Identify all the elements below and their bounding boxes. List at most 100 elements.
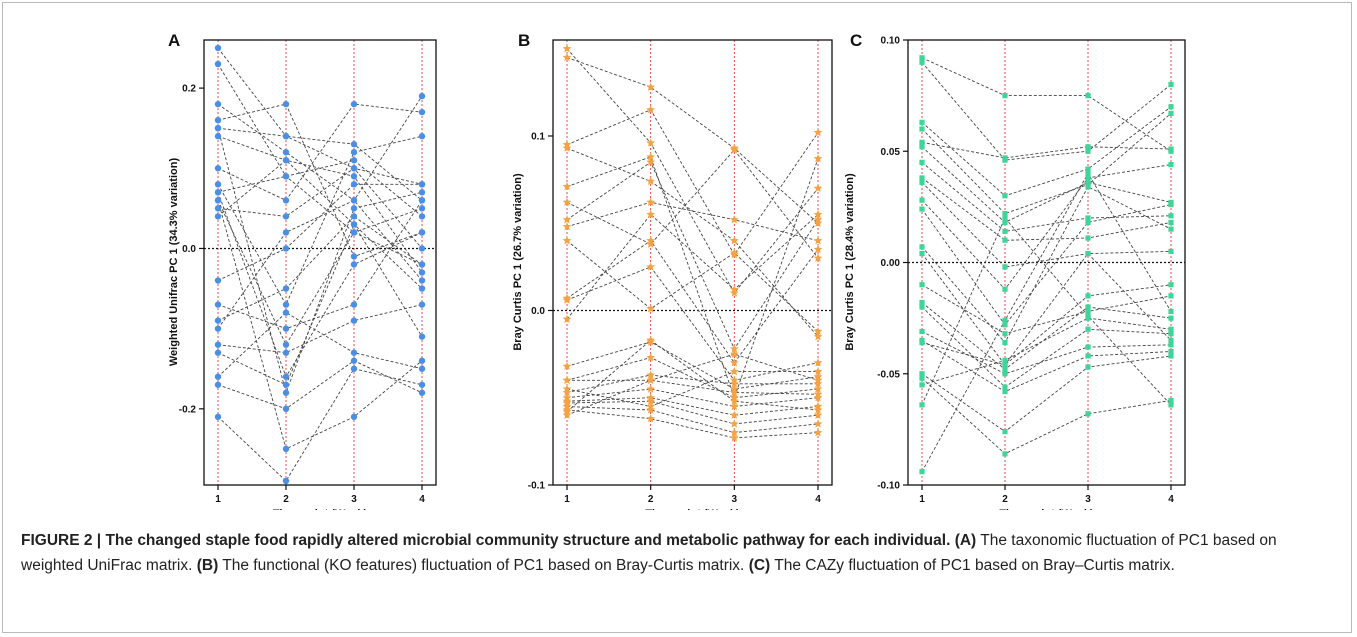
data-point-s9-x2 bbox=[1002, 264, 1008, 270]
series-line-7 bbox=[566, 161, 819, 350]
series-line-20 bbox=[217, 368, 423, 482]
series-line-23 bbox=[566, 339, 819, 413]
data-point-s8-x1 bbox=[562, 222, 572, 231]
data-point-s15-x4 bbox=[418, 261, 426, 268]
data-point-s5-x1 bbox=[562, 181, 572, 191]
series-line-21 bbox=[567, 379, 819, 395]
data-point-s15-x4 bbox=[813, 379, 823, 388]
series-line-14 bbox=[217, 200, 423, 330]
x-axis-label: Time point (Week) bbox=[273, 508, 368, 510]
data-point-s24-x2 bbox=[1002, 362, 1008, 368]
data-point-s21-x3 bbox=[350, 413, 358, 421]
data-point-s13-x3 bbox=[350, 181, 358, 188]
data-point-s18-x3 bbox=[729, 419, 739, 428]
y-tick-label-3: -0.2 bbox=[179, 404, 197, 415]
data-point-s24-x1 bbox=[562, 410, 572, 419]
data-point-s8-x4 bbox=[1168, 219, 1174, 226]
data-point-s10-x4 bbox=[1168, 162, 1174, 168]
data-point-s7-x3 bbox=[350, 100, 358, 108]
data-point-s20-x3 bbox=[1085, 411, 1091, 417]
data-point-s17-x2 bbox=[282, 381, 290, 388]
x-tick-label-4: 4 bbox=[1168, 494, 1174, 505]
data-point-s18-x4 bbox=[813, 410, 823, 419]
y-axis-label: Weighted Unifrac PC 1 (34.3% variation) bbox=[168, 158, 180, 367]
series-line-12 bbox=[566, 213, 819, 320]
data-point-s9-x4 bbox=[1168, 248, 1174, 254]
data-point-s6-x1 bbox=[919, 144, 925, 150]
data-point-s22-x2 bbox=[646, 401, 656, 411]
series-line-5 bbox=[921, 141, 1172, 159]
data-point-s11-x1 bbox=[919, 206, 925, 212]
series-line-6 bbox=[921, 146, 1172, 223]
data-point-s15-x2 bbox=[282, 285, 290, 292]
data-point-s2-x4 bbox=[813, 218, 823, 227]
caption-part-a-text: The taxonomic fluctuation of PC1 based o… bbox=[21, 532, 1277, 574]
data-point-s6-x4 bbox=[418, 269, 426, 276]
data-point-s1-x4 bbox=[813, 183, 823, 193]
data-point-s10-x4 bbox=[813, 244, 823, 254]
data-point-s16-x3 bbox=[350, 317, 358, 324]
data-point-s15-x3 bbox=[729, 379, 739, 388]
data-point-s9-x2 bbox=[282, 173, 290, 180]
data-point-s8-x2 bbox=[646, 197, 656, 207]
data-point-s17-x4 bbox=[418, 333, 426, 340]
series-line-6 bbox=[217, 135, 423, 273]
data-point-s21-x2 bbox=[1002, 357, 1008, 363]
data-point-s20-x3 bbox=[729, 433, 739, 442]
data-point-s5-x1 bbox=[919, 139, 925, 145]
series-line-8 bbox=[217, 135, 423, 306]
data-point-s21-x1 bbox=[919, 382, 925, 388]
data-point-s4-x2 bbox=[1002, 210, 1008, 217]
series-line-24 bbox=[921, 252, 1172, 366]
data-point-s20-x1 bbox=[214, 413, 222, 421]
data-point-s6-x2 bbox=[646, 239, 656, 248]
series-line-22 bbox=[921, 217, 1172, 406]
data-point-s22-x1 bbox=[919, 402, 925, 408]
data-point-s23-x1 bbox=[919, 469, 925, 475]
data-point-s4-x4 bbox=[1168, 110, 1174, 117]
series-line-10 bbox=[217, 200, 423, 346]
series-line-16 bbox=[921, 306, 1172, 388]
data-point-s9-x1 bbox=[562, 236, 572, 245]
data-point-s16-x2 bbox=[282, 349, 290, 356]
data-point-s24-x4 bbox=[813, 375, 823, 385]
data-point-s17-x2 bbox=[1002, 371, 1008, 377]
data-point-s2-x3 bbox=[1085, 148, 1091, 154]
series-line-18 bbox=[217, 312, 423, 378]
series-line-5 bbox=[566, 156, 819, 400]
x-tick-label-3: 3 bbox=[1085, 494, 1091, 505]
series-line-15 bbox=[566, 374, 818, 393]
data-point-s3-x4 bbox=[1168, 104, 1174, 110]
series-line-12 bbox=[921, 186, 1172, 344]
caption-part-a-label: (A) bbox=[954, 532, 977, 549]
chart-panel-c: 0.10 0.05 0.00 -0.05 -0.10 1 2 3 4 Time point (We… bbox=[844, 31, 1186, 510]
data-point-s7-x2 bbox=[1002, 228, 1008, 234]
x-tick-label-3: 3 bbox=[732, 494, 738, 505]
data-point-s13-x1 bbox=[919, 251, 925, 257]
data-point-s15-x3 bbox=[350, 213, 358, 220]
data-point-s15-x2 bbox=[646, 370, 656, 379]
data-point-s23-x4 bbox=[418, 277, 426, 284]
data-point-s22-x2 bbox=[1002, 215, 1008, 221]
data-point-s5-x2 bbox=[646, 152, 656, 161]
data-point-s21-x4 bbox=[813, 389, 823, 398]
data-point-s23-x3 bbox=[1085, 170, 1091, 177]
data-point-s7-x4 bbox=[1168, 213, 1174, 219]
data-point-s17-x3 bbox=[729, 410, 739, 419]
data-point-s9-x4 bbox=[813, 326, 823, 336]
data-point-s12-x1 bbox=[919, 244, 925, 250]
data-point-s2-x1 bbox=[214, 60, 222, 68]
data-point-s8-x1 bbox=[214, 181, 222, 188]
series-line-24 bbox=[217, 128, 423, 395]
data-point-s16-x2 bbox=[1002, 384, 1008, 390]
data-point-s19-x3 bbox=[350, 357, 358, 364]
series-line-7 bbox=[217, 103, 423, 201]
data-point-s24-x4 bbox=[1168, 337, 1174, 343]
series-line-3 bbox=[217, 95, 423, 202]
series-line-2 bbox=[566, 57, 819, 224]
data-point-s8-x3 bbox=[729, 215, 739, 224]
data-point-s15-x1 bbox=[919, 299, 925, 306]
data-point-s4-x2 bbox=[282, 100, 290, 108]
data-point-s19-x3 bbox=[1085, 364, 1091, 370]
